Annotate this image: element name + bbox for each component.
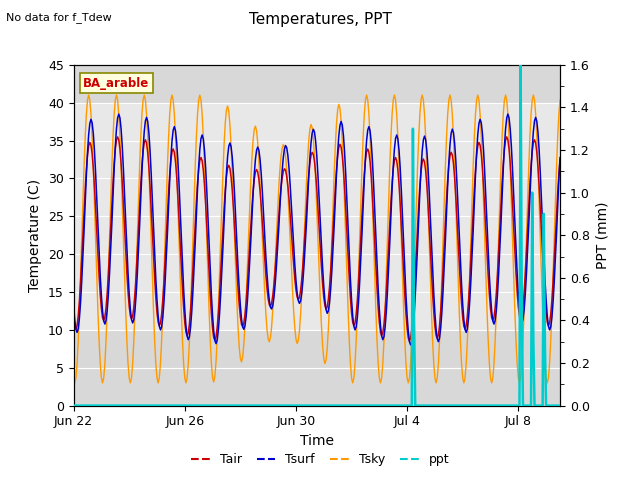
Tsky bbox=[435, 361, 442, 367]
Tsurf bbox=[467, 278, 475, 284]
ppt bbox=[465, 403, 472, 408]
Text: No data for f_Tdew: No data for f_Tdew bbox=[6, 12, 112, 23]
ppt bbox=[221, 403, 229, 408]
Tsky bbox=[467, 236, 475, 242]
Y-axis label: Temperature (C): Temperature (C) bbox=[28, 179, 42, 292]
Text: BA_arable: BA_arable bbox=[83, 77, 150, 90]
Line: Tair: Tair bbox=[74, 137, 560, 341]
ppt bbox=[516, 62, 524, 68]
Tsurf bbox=[556, 155, 564, 160]
Tair bbox=[114, 134, 122, 140]
Tsky bbox=[85, 92, 93, 98]
Y-axis label: PPT (mm): PPT (mm) bbox=[595, 202, 609, 269]
Tsurf bbox=[435, 339, 442, 345]
Tair bbox=[467, 257, 475, 263]
Tsurf bbox=[364, 127, 372, 133]
Text: Temperatures, PPT: Temperatures, PPT bbox=[248, 12, 392, 27]
Tair bbox=[556, 157, 564, 163]
Tsurf bbox=[70, 302, 77, 308]
ppt bbox=[70, 403, 77, 408]
Tsurf bbox=[407, 342, 415, 348]
ppt bbox=[432, 403, 440, 408]
Line: Tsurf: Tsurf bbox=[74, 114, 560, 345]
ppt bbox=[363, 403, 371, 408]
Bar bbox=[74, 103, 560, 330]
Tsky bbox=[461, 375, 469, 381]
Tair bbox=[435, 332, 442, 338]
ppt bbox=[435, 403, 442, 408]
Tsurf bbox=[115, 111, 123, 117]
Tair bbox=[223, 173, 230, 179]
Tsky bbox=[71, 380, 79, 386]
ppt bbox=[556, 403, 564, 408]
Tair bbox=[437, 308, 445, 313]
X-axis label: Time: Time bbox=[300, 434, 334, 448]
Tsurf bbox=[437, 325, 445, 331]
Tsky bbox=[70, 375, 77, 381]
Line: Tsky: Tsky bbox=[74, 95, 560, 383]
Line: ppt: ppt bbox=[74, 65, 560, 406]
Tsky bbox=[224, 103, 232, 109]
Tair bbox=[364, 146, 372, 152]
ppt bbox=[459, 403, 467, 408]
Tair bbox=[406, 338, 413, 344]
Tair bbox=[70, 315, 77, 321]
Tsurf bbox=[461, 326, 469, 332]
Tsky bbox=[556, 97, 564, 103]
Legend: Tair, Tsurf, Tsky, ppt: Tair, Tsurf, Tsky, ppt bbox=[186, 448, 454, 471]
Tsky bbox=[437, 308, 445, 314]
Tair bbox=[461, 326, 469, 332]
Tsky bbox=[365, 111, 372, 117]
Tsurf bbox=[223, 169, 230, 175]
